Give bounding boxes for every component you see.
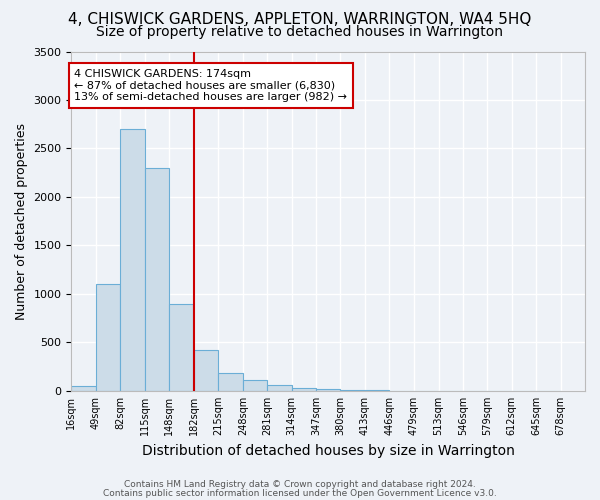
Text: 4 CHISWICK GARDENS: 174sqm
← 87% of detached houses are smaller (6,830)
13% of s: 4 CHISWICK GARDENS: 174sqm ← 87% of deta… <box>74 69 347 102</box>
Bar <box>292 388 316 391</box>
Bar <box>267 385 292 391</box>
Bar <box>316 389 340 391</box>
Bar <box>243 380 267 391</box>
Text: Contains public sector information licensed under the Open Government Licence v3: Contains public sector information licen… <box>103 489 497 498</box>
Text: Contains HM Land Registry data © Crown copyright and database right 2024.: Contains HM Land Registry data © Crown c… <box>124 480 476 489</box>
Text: Size of property relative to detached houses in Warrington: Size of property relative to detached ho… <box>97 25 503 39</box>
Bar <box>120 129 145 391</box>
Bar <box>169 304 193 391</box>
Bar <box>71 386 96 391</box>
Bar <box>194 350 218 391</box>
Bar <box>145 168 169 391</box>
Bar <box>96 284 120 391</box>
Y-axis label: Number of detached properties: Number of detached properties <box>15 122 28 320</box>
Bar <box>218 374 243 391</box>
Text: 4, CHISWICK GARDENS, APPLETON, WARRINGTON, WA4 5HQ: 4, CHISWICK GARDENS, APPLETON, WARRINGTO… <box>68 12 532 28</box>
X-axis label: Distribution of detached houses by size in Warrington: Distribution of detached houses by size … <box>142 444 515 458</box>
